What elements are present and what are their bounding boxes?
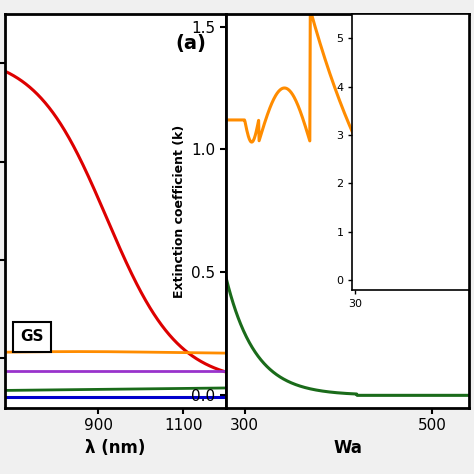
Text: GS: GS [20, 329, 44, 344]
Y-axis label: Extinction coefficient (k): Extinction coefficient (k) [173, 124, 186, 298]
X-axis label: Wa: Wa [333, 438, 362, 456]
X-axis label: λ (nm): λ (nm) [85, 438, 146, 456]
Text: (a): (a) [175, 34, 206, 53]
